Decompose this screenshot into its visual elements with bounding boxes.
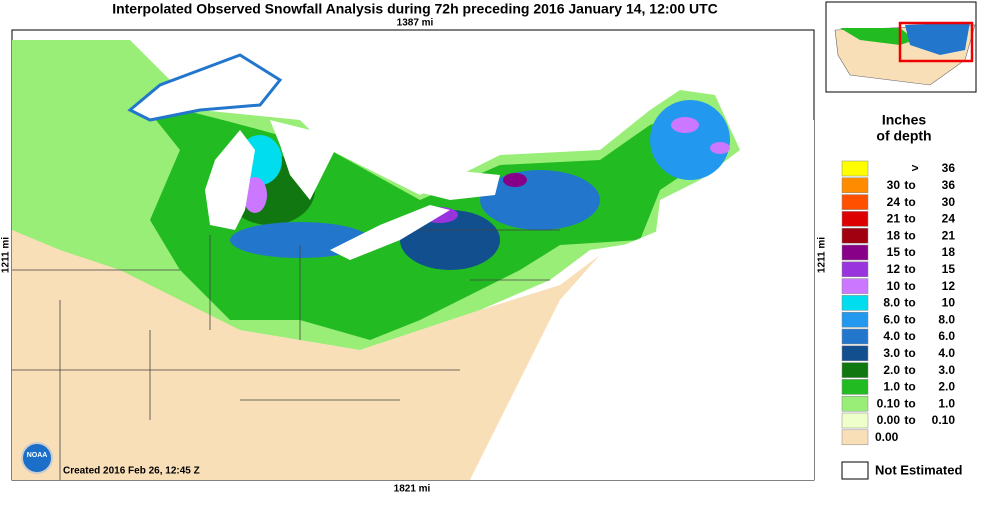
legend-label: 6.0	[883, 312, 900, 326]
legend-label: 10	[887, 279, 901, 293]
left-scale: 1211 mi	[1, 237, 12, 273]
legend-label: 4.0	[938, 346, 955, 360]
legend-label: 24	[942, 212, 956, 226]
legend-swatch	[841, 194, 869, 210]
legend-label: 0.00	[875, 430, 899, 444]
legend-title: Inches	[882, 112, 927, 128]
legend-label: to	[904, 413, 915, 427]
legend-label: to	[904, 279, 915, 293]
legend-label: 21	[887, 212, 901, 226]
logo: NOAA	[27, 452, 48, 459]
legend-swatch	[841, 395, 869, 412]
legend-label: 8.0	[883, 296, 900, 310]
map: NOAA Created 2016 Feb 26, 12:45 Z	[11, 29, 815, 481]
legend-swatch	[841, 177, 869, 194]
top-scale: 1387 mi	[397, 18, 434, 29]
legend-swatch	[841, 412, 869, 429]
legend-label: 30	[942, 195, 956, 209]
legend-label: 3.0	[938, 363, 955, 377]
right-scale: 1211 mi	[817, 237, 828, 273]
legend-swatch	[841, 160, 869, 177]
legend-label: 4.0	[883, 329, 900, 343]
legend-swatch	[841, 362, 869, 378]
legend-label: 2.0	[938, 380, 955, 394]
legend-swatch	[841, 278, 869, 294]
legend-label: to	[904, 195, 915, 209]
legend-label: to	[904, 262, 915, 276]
legend-label: 1.0	[938, 396, 955, 410]
legend-swatch	[841, 311, 869, 328]
inset-map	[825, 1, 977, 93]
legend-swatch	[841, 261, 869, 278]
legend-label: 12	[887, 262, 901, 276]
legend-swatch	[841, 227, 869, 244]
legend-label: 30	[887, 178, 901, 192]
legend-label: >	[911, 161, 918, 175]
legend-label: to	[904, 212, 915, 226]
legend-label: to	[904, 228, 915, 242]
title: Interpolated Observed Snowfall Analysis …	[112, 1, 718, 17]
legend-label: 0.10	[932, 413, 956, 427]
legend-label: to	[904, 178, 915, 192]
legend-label: 0.00	[877, 413, 901, 427]
legend-label: 6.0	[938, 329, 955, 343]
legend-label: 36	[942, 178, 956, 192]
legend-swatch	[841, 328, 869, 345]
legend-label: 15	[887, 245, 901, 259]
not-estimated: Not Estimated	[875, 462, 962, 477]
legend-swatch	[841, 211, 869, 227]
legend-label: to	[904, 245, 915, 259]
legend-label: to	[904, 380, 915, 394]
legend: Inches of depth Not Estimated	[841, 112, 962, 480]
legend-swatch	[841, 244, 869, 261]
legend-label: 24	[887, 195, 901, 209]
legend-swatch	[841, 379, 869, 395]
legend-label: 8.0	[938, 312, 955, 326]
legend-label: 0.10	[877, 396, 901, 410]
legend-swatch	[841, 429, 869, 446]
legend-label: 1.0	[883, 380, 900, 394]
legend-swatch	[841, 295, 869, 311]
legend-label: 3.0	[883, 346, 900, 360]
legend-label: 10	[942, 296, 956, 310]
legend-swatch	[841, 345, 869, 362]
legend-label: to	[904, 363, 915, 377]
legend-label: 21	[942, 228, 956, 242]
bottom-scale: 1821 mi	[394, 484, 431, 495]
legend-label: 12	[942, 279, 956, 293]
legend-label: to	[904, 329, 915, 343]
legend-label: 36	[942, 161, 956, 175]
legend-label: 15	[942, 262, 956, 276]
legend-label: to	[904, 296, 915, 310]
legend-label: 18	[887, 228, 901, 242]
legend-title: of depth	[876, 128, 931, 144]
created: Created 2016 Feb 26, 12:45 Z	[63, 466, 200, 477]
legend-label: 2.0	[883, 363, 900, 377]
legend-label: 18	[942, 245, 956, 259]
legend-label: to	[904, 312, 915, 326]
legend-label: to	[904, 346, 915, 360]
legend-label: to	[904, 396, 915, 410]
